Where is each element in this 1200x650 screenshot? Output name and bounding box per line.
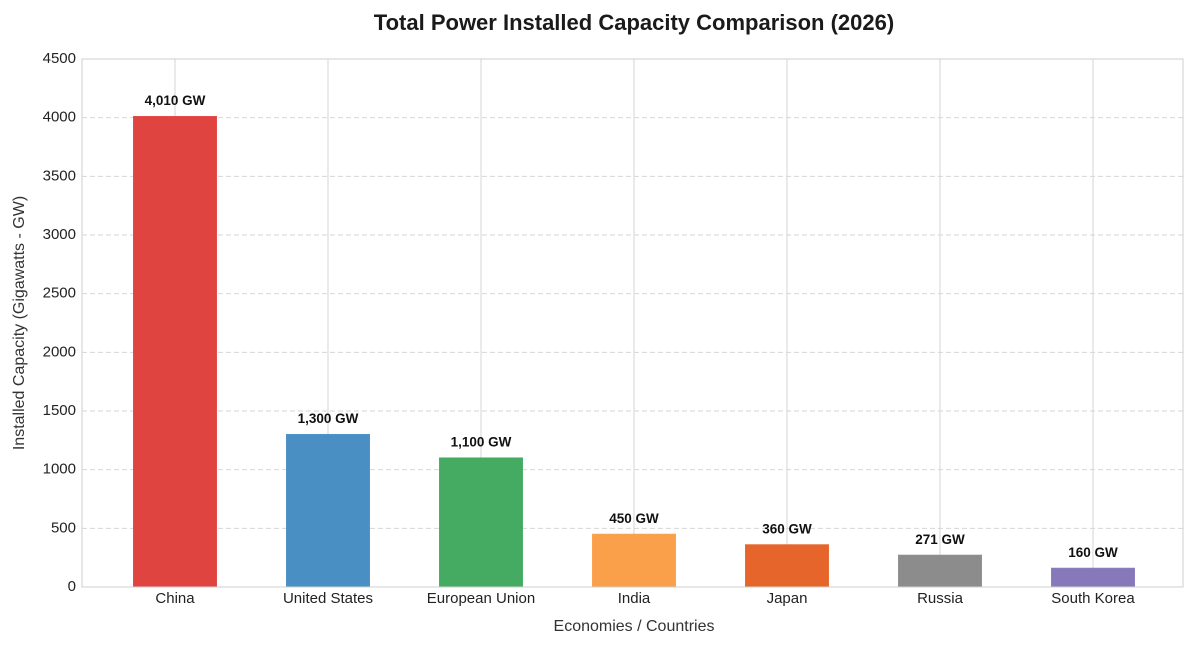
value-label: 160 GW (1068, 545, 1118, 560)
y-tick-label: 1500 (43, 402, 76, 419)
y-tick-label: 500 (51, 519, 76, 536)
y-tick-label: 2000 (43, 343, 76, 360)
y-tick-label: 3000 (43, 226, 76, 243)
x-tick-label: Japan (767, 590, 808, 607)
x-tick-label: China (155, 590, 195, 607)
value-label: 271 GW (915, 532, 965, 547)
bar (898, 554, 982, 588)
x-axis-label: Economies / Countries (554, 618, 715, 635)
x-tick-label: South Korea (1051, 590, 1135, 607)
y-tick-label: 1000 (43, 461, 76, 478)
value-label: 1,100 GW (451, 434, 512, 449)
x-tick-label: United States (283, 590, 373, 607)
y-axis-label: Installed Capacity (Gigawatts - GW) (11, 196, 28, 450)
value-label: 1,300 GW (298, 411, 359, 426)
y-tick-label: 4000 (43, 109, 76, 126)
bar (592, 533, 676, 588)
x-tick-label: European Union (427, 590, 535, 607)
bar (1051, 567, 1135, 588)
bar (439, 457, 523, 588)
x-tick-label: India (618, 590, 651, 607)
y-tick-label: 0 (68, 578, 76, 595)
y-tick-label: 4500 (43, 50, 76, 67)
bar (745, 544, 829, 588)
plot-frame (81, 58, 1184, 588)
value-label: 450 GW (609, 511, 659, 526)
bar (286, 433, 370, 588)
y-tick-label: 2500 (43, 285, 76, 302)
x-tick-label: Russia (917, 590, 964, 607)
y-tick-label: 3500 (43, 167, 76, 184)
bar (133, 115, 217, 588)
chart-title: Total Power Installed Capacity Compariso… (374, 10, 894, 35)
value-label: 360 GW (762, 521, 812, 536)
value-label: 4,010 GW (145, 93, 206, 108)
